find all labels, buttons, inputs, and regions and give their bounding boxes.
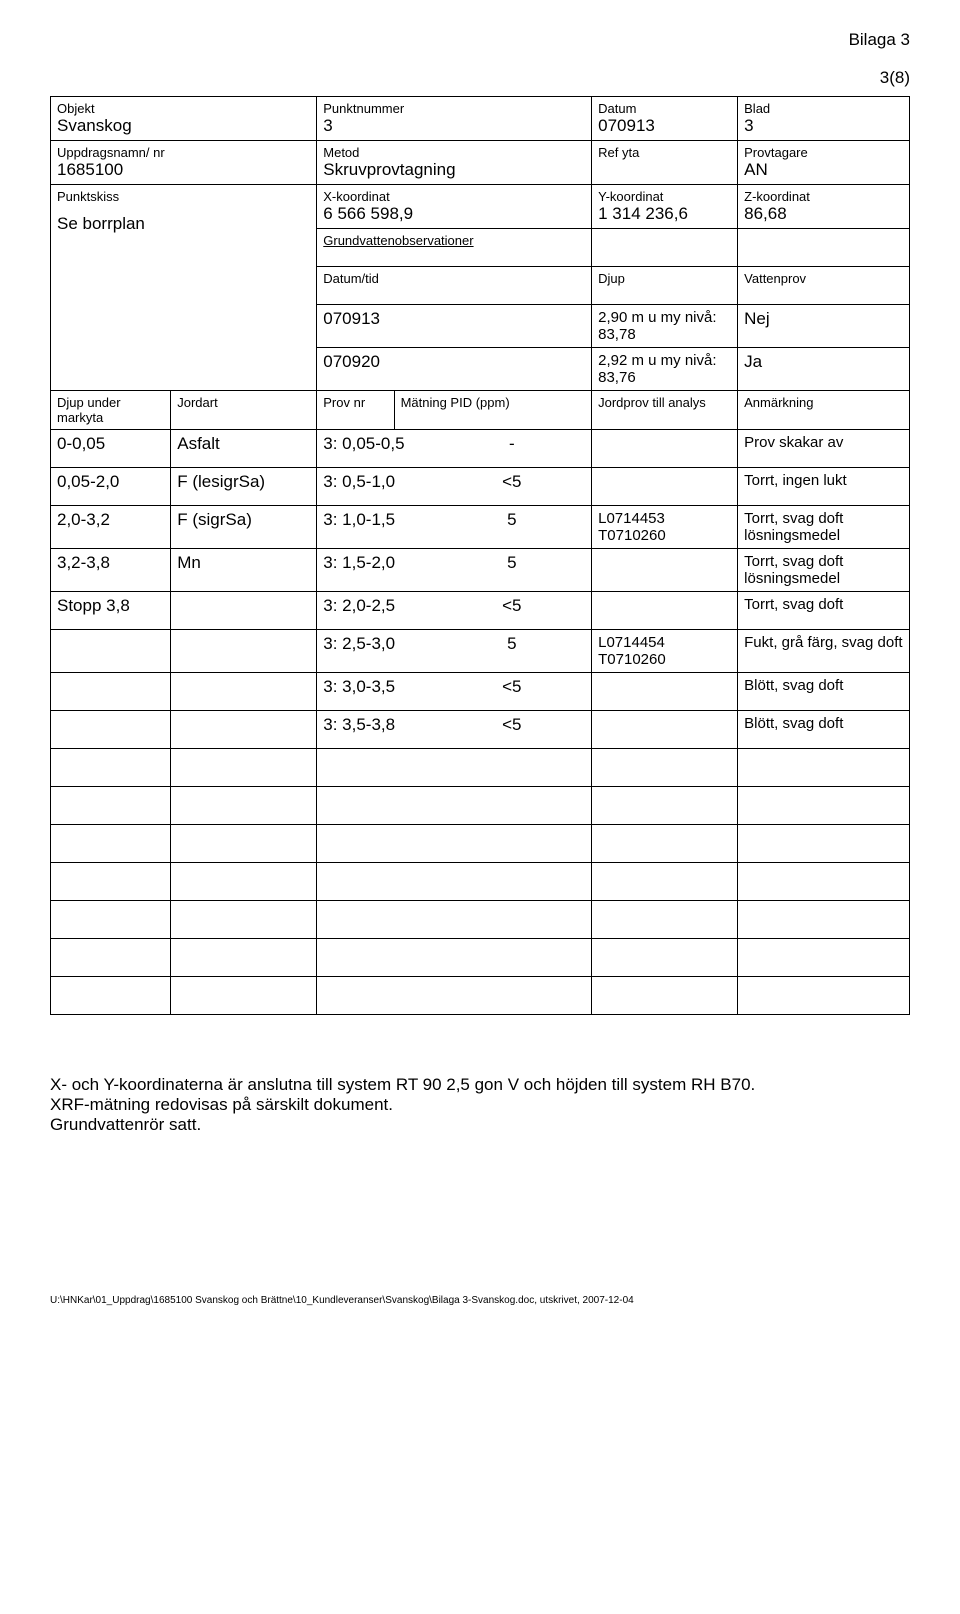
cell: 5 — [449, 553, 575, 573]
cell: L0714454 T0710260 — [598, 634, 731, 668]
table-row: 0,05-2,0 F (lesigrSa) 3: 0,5-1,0<5 Torrt… — [51, 468, 910, 506]
table-row: 3: 3,5-3,8<5 Blött, svag doft — [51, 711, 910, 749]
cell: L0714453 T0710260 — [598, 510, 731, 544]
cell: 3: 3,0-3,5 — [323, 677, 449, 697]
uppdrag-label: Uppdragsnamn/ nr — [57, 145, 310, 160]
cell: Blött, svag doft — [744, 677, 903, 694]
footnote-line: X- och Y-koordinaterna är anslutna till … — [50, 1075, 910, 1095]
cell: 3: 2,5-3,0 — [323, 634, 449, 654]
footnote-line: Grundvattenrör satt. — [50, 1115, 910, 1135]
xkoord-value: 6 566 598,9 — [323, 204, 585, 224]
table-row: 2,0-3,2 F (sigrSa) 3: 1,0-1,55 L0714453 … — [51, 506, 910, 549]
cell: Asfalt — [177, 434, 310, 454]
cell: Stopp 3,8 — [57, 596, 164, 616]
table-row: 3,2-3,8 Mn 3: 1,5-2,05 Torrt, svag doft … — [51, 549, 910, 592]
table-row: Stopp 3,8 3: 2,0-2,5<5 Torrt, svag doft — [51, 592, 910, 630]
cell: 3: 0,5-1,0 — [323, 472, 449, 492]
gw1-date: 070913 — [323, 309, 585, 329]
col-anm: Anmärkning — [744, 395, 903, 410]
table-row — [51, 863, 910, 901]
provtagare-label: Provtagare — [744, 145, 903, 160]
datum-label: Datum — [598, 101, 731, 116]
cell: Torrt, svag doft lösningsmedel — [744, 510, 903, 544]
table-row — [51, 825, 910, 863]
cell: Torrt, svag doft — [744, 596, 903, 613]
cell: 3,2-3,8 — [57, 553, 164, 573]
metod-value: Skruvprovtagning — [323, 160, 585, 180]
cell: <5 — [449, 677, 575, 697]
punktnummer-value: 3 — [323, 116, 585, 136]
zkoord-value: 86,68 — [744, 204, 903, 224]
col-pid: Mätning PID (ppm) — [401, 395, 586, 410]
cell: <5 — [449, 596, 575, 616]
table-row: 0-0,05 Asfalt 3: 0,05-0,5- Prov skakar a… — [51, 430, 910, 468]
blad-value: 3 — [744, 116, 903, 136]
datumtid-label: Datum/tid — [323, 271, 585, 286]
punktskiss-value: Se borrplan — [57, 214, 310, 234]
xkoord-label: X-koordinat — [323, 189, 585, 204]
bilaga-label: Bilaga 3 — [50, 30, 910, 50]
cell: Prov skakar av — [744, 434, 903, 451]
table-row — [51, 939, 910, 977]
borrlog-table: Objekt Svanskog Punktnummer 3 Datum 0709… — [50, 96, 910, 1015]
gw1-djup: 2,90 m u my nivå: 83,78 — [598, 309, 731, 343]
ykoord-label: Y-koordinat — [598, 189, 731, 204]
cell: 2,0-3,2 — [57, 510, 164, 530]
metod-label: Metod — [323, 145, 585, 160]
cell: 3: 1,0-1,5 — [323, 510, 449, 530]
gw2-djup: 2,92 m u my nivå: 83,76 — [598, 352, 731, 386]
cell: Mn — [177, 553, 310, 573]
table-row — [51, 787, 910, 825]
table-row — [51, 977, 910, 1015]
refyta-label: Ref yta — [598, 145, 731, 160]
cell: <5 — [449, 715, 575, 735]
objekt-label: Objekt — [57, 101, 310, 116]
col-jordprov: Jordprov till analys — [598, 395, 731, 410]
col-provnr: Prov nr — [323, 395, 387, 410]
cell: F (sigrSa) — [177, 510, 310, 530]
page-number: 3(8) — [50, 68, 910, 88]
gw2-date: 070920 — [323, 352, 585, 372]
blad-label: Blad — [744, 101, 903, 116]
punktnummer-label: Punktnummer — [323, 101, 585, 116]
cell: 3: 1,5-2,0 — [323, 553, 449, 573]
table-row: 3: 2,5-3,05 L0714454 T0710260 Fukt, grå … — [51, 630, 910, 673]
cell: 0-0,05 — [57, 434, 164, 454]
gw1-prov: Nej — [744, 309, 903, 329]
objekt-value: Svanskog — [57, 116, 310, 136]
cell: Blött, svag doft — [744, 715, 903, 732]
cell: 0,05-2,0 — [57, 472, 164, 492]
cell: 3: 2,0-2,5 — [323, 596, 449, 616]
gw2-prov: Ja — [744, 352, 903, 372]
vattenprov-label: Vattenprov — [744, 271, 903, 286]
cell: 5 — [449, 510, 575, 530]
cell: Torrt, ingen lukt — [744, 472, 903, 489]
table-row — [51, 749, 910, 787]
cell: Torrt, svag doft lösningsmedel — [744, 553, 903, 587]
cell: - — [449, 434, 575, 454]
col-djup: Djup under markyta — [57, 395, 164, 425]
cell: 3: 3,5-3,8 — [323, 715, 449, 735]
col-jordart: Jordart — [177, 395, 310, 410]
cell: Fukt, grå färg, svag doft — [744, 634, 903, 651]
cell: F (lesigrSa) — [177, 472, 310, 492]
djup-label: Djup — [598, 271, 731, 286]
ykoord-value: 1 314 236,6 — [598, 204, 731, 224]
cell: 3: 0,05-0,5 — [323, 434, 449, 454]
uppdrag-value: 1685100 — [57, 160, 310, 180]
footer-path: U:\HNKar\01_Uppdrag\1685100 Svanskog och… — [50, 1295, 910, 1306]
footnote-line: XRF-mätning redovisas på särskilt dokume… — [50, 1095, 910, 1115]
grundvatten-label: Grundvattenobservationer — [323, 233, 585, 248]
table-row: 3: 3,0-3,5<5 Blött, svag doft — [51, 673, 910, 711]
provtagare-value: AN — [744, 160, 903, 180]
datum-value: 070913 — [598, 116, 731, 136]
cell: 5 — [449, 634, 575, 654]
punktskiss-label: Punktskiss — [57, 189, 310, 204]
table-row — [51, 901, 910, 939]
zkoord-label: Z-koordinat — [744, 189, 903, 204]
cell: <5 — [449, 472, 575, 492]
